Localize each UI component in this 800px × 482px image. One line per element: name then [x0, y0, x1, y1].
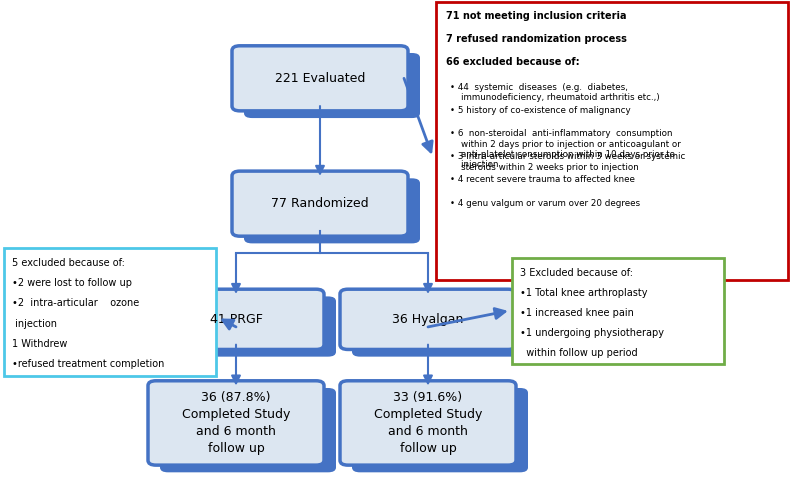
Text: •1 undergoing physiotherapy: •1 undergoing physiotherapy: [520, 328, 664, 338]
Text: 77 Randomized: 77 Randomized: [271, 197, 369, 210]
Text: 66 excluded because of:: 66 excluded because of:: [446, 57, 579, 67]
Text: 5 excluded because of:: 5 excluded because of:: [12, 258, 125, 268]
Text: •1 Total knee arthroplasty: •1 Total knee arthroplasty: [520, 288, 647, 298]
Text: • 4 genu valgum or varum over 20 degrees: • 4 genu valgum or varum over 20 degrees: [450, 199, 640, 208]
Text: •2 were lost to follow up: •2 were lost to follow up: [12, 278, 132, 288]
FancyBboxPatch shape: [244, 53, 420, 118]
Text: • 6  non-steroidal  anti-inflammatory  consumption
    within 2 days prior to in: • 6 non-steroidal anti-inflammatory cons…: [450, 129, 681, 169]
FancyBboxPatch shape: [352, 388, 528, 472]
Text: • 44  systemic  diseases  (e.g.  diabetes,
    immunodeficiency, rheumatoid arth: • 44 systemic diseases (e.g. diabetes, i…: [450, 83, 659, 102]
Text: •1 increased knee pain: •1 increased knee pain: [520, 308, 634, 318]
Text: 1 Withdrew: 1 Withdrew: [12, 339, 67, 349]
Text: 36 Hyalgan: 36 Hyalgan: [392, 313, 464, 326]
FancyBboxPatch shape: [232, 171, 408, 236]
Text: 3 Excluded because of:: 3 Excluded because of:: [520, 268, 633, 278]
FancyBboxPatch shape: [352, 296, 528, 357]
Text: 7 refused randomization process: 7 refused randomization process: [446, 34, 626, 44]
FancyBboxPatch shape: [512, 258, 724, 364]
Text: within follow up period: within follow up period: [520, 348, 638, 359]
FancyBboxPatch shape: [244, 178, 420, 243]
FancyBboxPatch shape: [340, 381, 516, 465]
FancyBboxPatch shape: [148, 289, 324, 349]
Text: • 4 recent severe trauma to affected knee: • 4 recent severe trauma to affected kne…: [450, 175, 634, 185]
Text: •refused treatment completion: •refused treatment completion: [12, 359, 164, 369]
Text: 33 (91.6%)
Completed Study
and 6 month
follow up: 33 (91.6%) Completed Study and 6 month f…: [374, 391, 482, 455]
FancyBboxPatch shape: [232, 46, 408, 111]
Text: •2  intra-articular    ozone: •2 intra-articular ozone: [12, 298, 139, 308]
FancyBboxPatch shape: [160, 296, 336, 357]
FancyBboxPatch shape: [436, 2, 788, 280]
FancyBboxPatch shape: [4, 248, 216, 376]
Text: 71 not meeting inclusion criteria: 71 not meeting inclusion criteria: [446, 11, 626, 21]
Text: 41 PRGF: 41 PRGF: [210, 313, 262, 326]
Text: 221 Evaluated: 221 Evaluated: [275, 72, 365, 85]
FancyBboxPatch shape: [340, 289, 516, 349]
Text: 36 (87.8%)
Completed Study
and 6 month
follow up: 36 (87.8%) Completed Study and 6 month f…: [182, 391, 290, 455]
Text: • 3 intra-articular steroids within 3 weeks or systemic
    steroids within 2 we: • 3 intra-articular steroids within 3 we…: [450, 152, 685, 172]
FancyBboxPatch shape: [160, 388, 336, 472]
Text: • 5 history of co-existence of malignancy: • 5 history of co-existence of malignanc…: [450, 106, 630, 115]
FancyBboxPatch shape: [148, 381, 324, 465]
Text: injection: injection: [12, 319, 57, 329]
